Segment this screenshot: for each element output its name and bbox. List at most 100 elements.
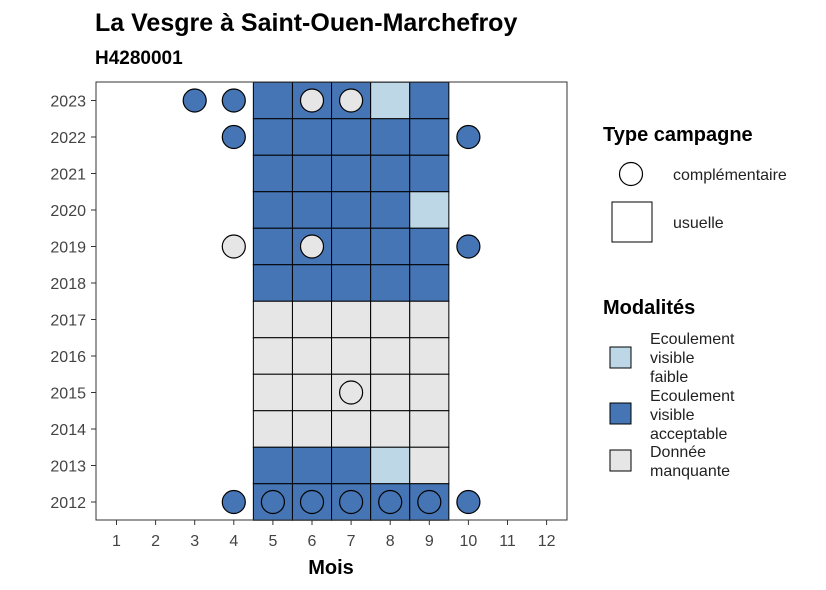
tile-2016-6: [291, 337, 333, 375]
chart-subtitle: H4280001: [95, 48, 183, 69]
tile-2022-5: [252, 118, 293, 156]
y-tick-label: 2013: [50, 459, 86, 476]
tile-2017-5: [252, 300, 293, 339]
legend-fill-label: manquante: [650, 463, 730, 480]
tile-2020-6: [291, 191, 333, 229]
tile-2022-8: [370, 118, 411, 156]
tile-2014-7: [331, 410, 372, 448]
legend-fill-key-manquante: [609, 449, 632, 472]
point-2023-7: [339, 88, 364, 113]
tile-2018-5: [252, 264, 293, 302]
x-tick-label: 12: [538, 533, 556, 550]
point-2012-8: [378, 489, 403, 515]
legend-modalites: Modalités Ecoulement visible faible Ecouleme…: [603, 297, 735, 480]
y-tick-label: 2015: [50, 386, 86, 403]
point-2019-10: [456, 234, 481, 259]
tile-2022-7: [331, 118, 372, 156]
legend-fill-label: acceptable: [650, 426, 727, 443]
y-tick-label: 2023: [50, 94, 86, 111]
tile-2015-6: [291, 373, 333, 412]
x-tick-label: 8: [386, 533, 395, 550]
tile-2014-5: [252, 410, 293, 448]
point-2019-6: [299, 234, 325, 259]
tile-2020-7: [331, 191, 372, 229]
tile-2019-5: [252, 227, 293, 266]
point-2012-7: [339, 489, 364, 515]
tile-2017-9: [409, 300, 450, 339]
x-tick-label: 4: [229, 533, 238, 550]
y-tick-label: 2021: [50, 167, 86, 184]
plot-border: [95, 81, 568, 521]
point-2023-4: [221, 88, 246, 113]
point-2023-3: [182, 88, 207, 113]
y-tick-label: 2019: [50, 240, 86, 257]
tile-2013-8: [370, 446, 411, 485]
y-axis: 2012 2013 2014 2015 2016 2017 2018 2019 2020 2021…: [50, 94, 96, 512]
tile-2023-5: [252, 81, 293, 120]
legend-type-campagne-title: Type campagne: [603, 124, 753, 146]
tile-2016-5: [252, 337, 293, 375]
tile-2015-8: [370, 373, 411, 412]
tile-2021-6: [291, 154, 333, 193]
point-2012-9: [417, 489, 442, 515]
legend-circle-key: [618, 161, 644, 187]
legend-fill-key-faible: [609, 346, 632, 369]
point-2015-7: [339, 380, 364, 405]
x-tick-label: 11: [499, 533, 516, 550]
tile-2021-7: [331, 154, 372, 193]
tile-2013-7: [331, 446, 372, 485]
tile-2023-9: [409, 81, 450, 120]
tile-2020-8: [370, 191, 411, 229]
tile-2018-7: [331, 264, 372, 302]
tile-2022-6: [291, 118, 333, 156]
tile-2020-5: [252, 191, 293, 229]
y-tick-label: 2014: [50, 422, 86, 439]
tile-2014-9: [409, 410, 450, 448]
x-axis-title: Mois: [308, 557, 354, 579]
y-tick-label: 2020: [50, 203, 86, 220]
legend-modalites-title: Modalités: [603, 297, 695, 319]
tiles-layer: [252, 81, 450, 521]
tile-2015-9: [409, 373, 450, 412]
legend-shape-label: usuelle: [673, 215, 724, 232]
tile-2017-7: [331, 300, 372, 339]
tile-2016-7: [331, 337, 372, 375]
tile-2019-9: [409, 227, 450, 266]
tile-2013-6: [291, 446, 333, 485]
x-tick-label: 7: [347, 533, 356, 550]
tile-2019-8: [370, 227, 411, 266]
tile-2013-5: [252, 446, 293, 485]
legend-fill-label: visible: [650, 350, 695, 367]
tile-2023-8: [370, 81, 411, 120]
tile-2021-8: [370, 154, 411, 193]
tile-2018-6: [291, 264, 333, 302]
tile-2018-8: [370, 264, 411, 302]
point-2022-4: [221, 124, 246, 150]
tile-2015-5: [252, 373, 293, 412]
tile-2019-7: [331, 227, 372, 266]
tile-2020-9: [409, 191, 450, 229]
tile-2017-6: [291, 300, 333, 339]
point-2022-10: [456, 124, 481, 150]
x-tick-label: 6: [308, 533, 317, 550]
y-tick-label: 2017: [50, 313, 86, 330]
legend-fill-key-acceptable: [609, 402, 632, 425]
point-2019-4: [221, 234, 246, 259]
legend-fill-label: faible: [650, 369, 688, 386]
legend-square-key: [611, 201, 653, 243]
point-2023-6: [299, 88, 325, 113]
tile-2016-8: [370, 337, 411, 375]
x-tick-label: 9: [425, 533, 434, 550]
point-2012-5: [260, 489, 285, 515]
legend-fill-label: Donnée: [650, 444, 706, 461]
tile-2021-5: [252, 154, 293, 193]
x-tick-label: 3: [190, 533, 199, 550]
points-layer: [182, 88, 481, 515]
tile-2018-9: [409, 264, 450, 302]
x-axis: 1 2 3 4 5 6 7 8 9 10 11 12: [112, 520, 556, 550]
legend-shape-label: complémentaire: [673, 167, 787, 184]
tile-2021-9: [409, 154, 450, 193]
tile-2017-8: [370, 300, 411, 339]
legend-fill-label: visible: [650, 407, 695, 424]
